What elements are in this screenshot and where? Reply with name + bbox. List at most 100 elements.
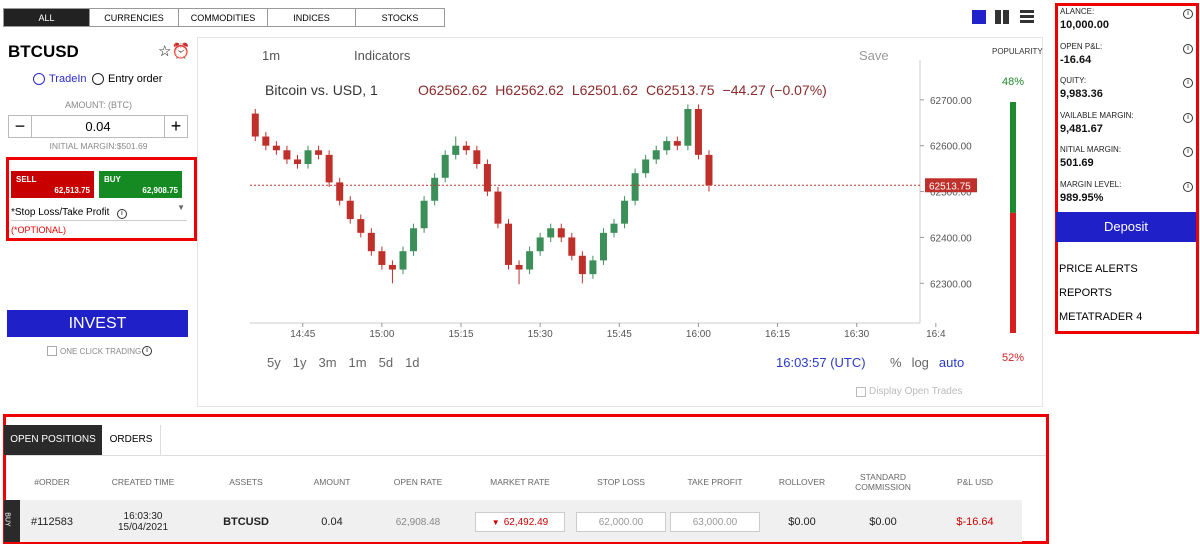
sell-price: 62,513.75 <box>54 186 90 195</box>
checkbox[interactable] <box>47 346 57 356</box>
account-label: ALANCE: <box>1060 7 1095 16</box>
tab-open-positions[interactable]: OPEN POSITIONS <box>4 425 102 455</box>
amount[interactable]: 0.04 <box>85 119 111 134</box>
candle-body <box>410 228 418 252</box>
time-range[interactable]: 1d <box>405 355 420 370</box>
time-range[interactable]: 3m <box>318 355 337 370</box>
time-range[interactable]: 1m <box>348 355 367 370</box>
column-header: ASSETS <box>229 477 263 487</box>
candle-body <box>536 237 544 252</box>
candle-body <box>705 154 713 186</box>
order-type[interactable]: TradeIn <box>49 73 87 85</box>
account-label: QUITY: <box>1060 76 1087 85</box>
buy-price: 62,908.75 <box>142 186 178 195</box>
highlight <box>3 414 1049 544</box>
cell-text: 16:03:30 <box>123 511 163 522</box>
account-label: MARGIN LEVEL: <box>1060 179 1122 189</box>
candle-body <box>642 159 650 174</box>
market-rate: ▼ 62,492.49 <box>475 512 565 532</box>
checkbox[interactable] <box>856 387 866 397</box>
symbol[interactable]: BTCUSD <box>8 42 79 61</box>
market-tab[interactable]: STOCKS <box>355 8 445 27</box>
x-tick-label: 15:30 <box>528 329 553 340</box>
candle-body <box>684 108 692 146</box>
cell-text: 62,000.00 <box>598 516 644 528</box>
candle-body <box>557 228 565 238</box>
candle-body <box>272 145 280 151</box>
info-icon[interactable]: i <box>1183 147 1193 157</box>
candle-body <box>547 228 555 238</box>
candle-body <box>452 145 460 155</box>
account-link[interactable]: REPORTS <box>1059 287 1112 299</box>
y-tick-label: 62300.00 <box>930 279 972 290</box>
column-header: MARKET RATE <box>490 477 550 487</box>
info-icon[interactable]: i <box>142 346 152 356</box>
table-cell: 62,000.00 <box>571 508 671 536</box>
account-link[interactable]: PRICE ALERTS <box>1059 263 1138 275</box>
highlight <box>1055 3 1199 334</box>
column-header: STANDARD COMMISSION <box>855 472 911 492</box>
stop-loss-dropdown[interactable]: *Stop Loss/Take Profit i ▼ <box>11 202 187 221</box>
decrement[interactable]: − <box>9 116 32 137</box>
ohlc-legend: O62562.62 H62562.62 L62501.62 C62513.75 −44.… <box>418 82 827 98</box>
scale-options: % log auto <box>890 355 964 370</box>
time-range[interactable]: 5y <box>267 355 281 370</box>
candle-body <box>621 200 629 224</box>
tab-orders[interactable]: ORDERS <box>102 425 161 455</box>
table-cell: $0.00 <box>752 508 852 536</box>
y-tick-label: 62400.00 <box>930 233 972 244</box>
candle-body <box>599 232 607 261</box>
info-icon[interactable]: i <box>1183 78 1193 88</box>
info-icon[interactable]: i <box>1183 112 1193 123</box>
info-icon[interactable]: i <box>116 209 127 219</box>
rate-input[interactable]: 62,000.00 <box>576 512 666 532</box>
table-cell: #112583 <box>2 508 102 536</box>
scale-option[interactable]: log <box>911 355 929 370</box>
table-cell: 63,000.00 <box>665 508 765 536</box>
scale-option[interactable]: % <box>890 355 902 370</box>
amount-label: AMOUNT: (BTC) <box>65 100 132 110</box>
rate-input[interactable]: 63,000.00 <box>670 512 760 532</box>
indicators[interactable]: Indicators <box>354 48 411 63</box>
account-label: OPEN P&L: <box>1060 41 1103 51</box>
time-range[interactable]: 5d <box>378 355 394 370</box>
info-icon[interactable]: i <box>1183 181 1193 192</box>
cell-text: $-16.64 <box>956 516 994 528</box>
deposit-button[interactable]: Deposit <box>1056 212 1196 242</box>
account-link[interactable]: METATRADER 4 <box>1059 311 1143 323</box>
cell-text: 62,492.49 <box>503 516 549 528</box>
menu-icon[interactable] <box>1020 10 1034 24</box>
ohlc-value: C62513.75 <box>646 82 715 98</box>
table-cell: 0.04 <box>282 508 382 536</box>
radio[interactable] <box>92 73 104 85</box>
info-icon[interactable]: i <box>1183 9 1193 19</box>
info-icon[interactable]: i <box>1183 43 1193 54</box>
scale-option[interactable]: auto <box>938 355 965 370</box>
optional-note: (*OPTIONAL) <box>11 225 67 235</box>
sell-button[interactable]: SELL 62,513.75 <box>11 171 94 198</box>
increment[interactable]: + <box>164 116 187 137</box>
grid-icon[interactable] <box>995 10 1009 24</box>
invest-button[interactable]: INVEST <box>7 310 188 337</box>
layout-icon[interactable] <box>972 10 986 24</box>
cell-text: $0.00 <box>788 516 816 528</box>
candle-body <box>473 150 481 165</box>
buy-button[interactable]: BUY 62,908.75 <box>99 171 182 198</box>
order-type[interactable]: Entry order <box>108 73 163 85</box>
x-tick-label: 14:45 <box>290 329 315 340</box>
table-cell: 62,908.48 <box>368 508 468 536</box>
candle-body <box>325 154 333 183</box>
favorite-icon[interactable]: ☆⏰ <box>158 43 191 60</box>
save[interactable]: Save <box>859 48 889 63</box>
time-range[interactable]: 1y <box>292 355 307 370</box>
column-header: TAKE PROFIT <box>687 477 743 487</box>
radio[interactable] <box>33 73 45 85</box>
interval[interactable]: 1m <box>262 48 281 63</box>
candle-body <box>515 264 523 270</box>
cell-text: 15/04/2021 <box>117 522 169 533</box>
amount-box[interactable]: − 0.04 + <box>8 115 188 138</box>
dropdown-arrow[interactable]: ▼ <box>177 203 185 212</box>
candle-body <box>631 173 639 201</box>
account-value: 501.69 <box>1060 157 1094 169</box>
